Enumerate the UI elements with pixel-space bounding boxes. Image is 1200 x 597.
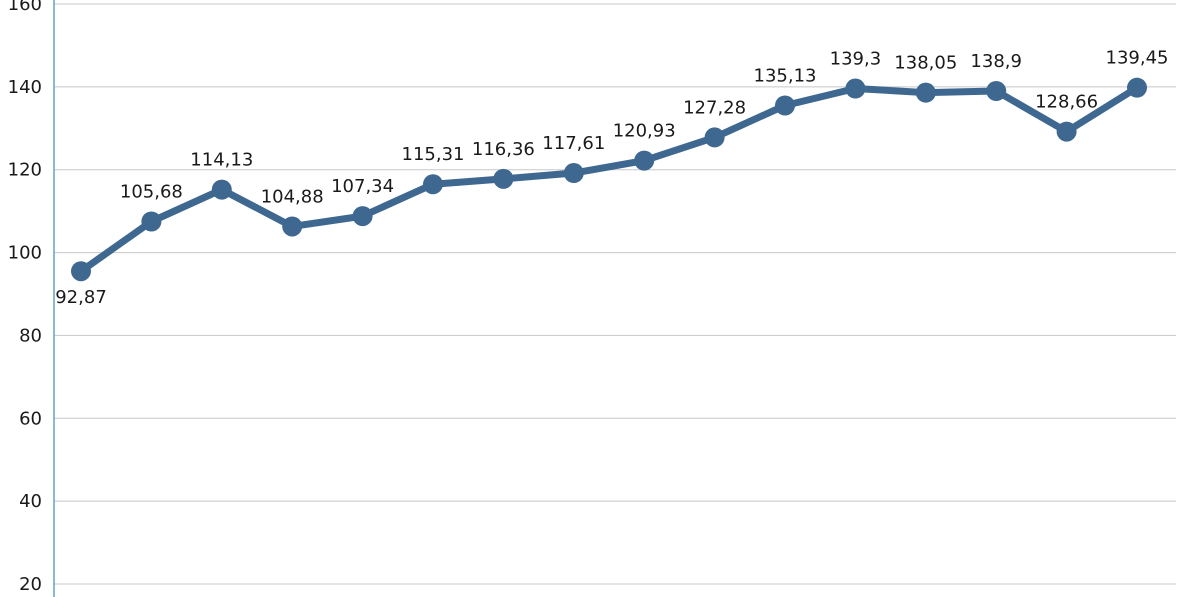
data-label-14: 138,9: [970, 51, 1022, 72]
data-label-12: 139,3: [830, 49, 882, 70]
data-label-1: 92,87: [55, 287, 107, 308]
data-label-2: 105,68: [120, 182, 183, 203]
data-labels: 92,87 105,68 114,13 104,88 107,34 115,31 116,3…: [55, 48, 1168, 309]
data-label-5: 107,34: [331, 176, 394, 197]
data-label-16: 139,45: [1106, 48, 1169, 69]
y-tick-label-60: 60: [19, 408, 42, 429]
y-tick-labels: 20 40 60 80 100 120 140 160: [8, 0, 42, 595]
data-point-10: [704, 127, 725, 148]
data-point-14: [986, 81, 1007, 101]
data-label-7: 116,36: [472, 139, 535, 160]
y-tick-label-20: 20: [19, 574, 42, 595]
data-point-12: [845, 78, 866, 99]
data-label-6: 115,31: [402, 144, 465, 165]
data-point-7: [493, 168, 514, 189]
data-label-4: 104,88: [261, 186, 324, 207]
y-tick-label-100: 100: [8, 243, 42, 264]
data-point-11: [775, 95, 795, 116]
data-point-16: [1127, 77, 1147, 98]
y-tick-label-160: 160: [8, 0, 42, 15]
gridlines: [54, 3, 1176, 585]
data-label-8: 117,61: [542, 133, 605, 154]
y-tick-label-140: 140: [8, 77, 42, 98]
data-point-8: [563, 163, 584, 184]
y-tick-label-40: 40: [19, 491, 42, 512]
data-point-5: [352, 206, 373, 227]
y-tick-label-80: 80: [19, 325, 42, 346]
data-label-10: 127,28: [683, 97, 746, 118]
data-point-4: [282, 216, 303, 237]
data-point-1: [71, 261, 91, 282]
y-tick-label-120: 120: [8, 160, 42, 181]
data-point-15: [1056, 121, 1077, 142]
data-label-9: 120,93: [613, 121, 676, 142]
data-label-13: 138,05: [894, 53, 957, 74]
data-point-13: [915, 82, 936, 103]
data-point-2: [141, 211, 162, 232]
data-label-11: 135,13: [754, 66, 817, 87]
series-line: [77, 84, 1141, 275]
data-point-3: [211, 179, 232, 200]
data-label-3: 114,13: [190, 150, 253, 171]
data-point-6: [423, 174, 443, 195]
data-point-9: [634, 150, 655, 171]
data-label-15: 128,66: [1035, 92, 1098, 113]
series-price: [71, 77, 1147, 282]
